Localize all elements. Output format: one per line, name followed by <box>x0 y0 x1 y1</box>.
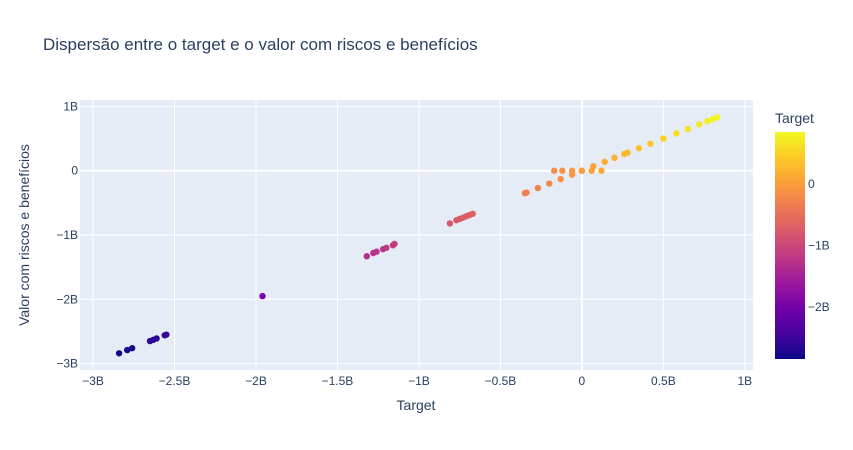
data-point <box>469 210 476 217</box>
x-tick-labels: −3B −2.5B −2B −1.5B −1B −0.5B 0 0.5B 1B <box>82 374 752 388</box>
data-point <box>550 167 558 174</box>
data-point <box>578 167 586 174</box>
data-point <box>588 167 595 174</box>
data-point <box>128 344 136 352</box>
data-point <box>559 167 566 174</box>
y-tick-label: −1B <box>56 228 78 242</box>
data-point <box>635 145 643 152</box>
y-tick-label: −3B <box>56 357 78 371</box>
colorbar-title: Target <box>775 110 814 126</box>
data-point <box>684 125 692 133</box>
y-tick-label: 0 <box>71 164 78 178</box>
x-tick-label: −3B <box>82 374 104 388</box>
y-tick-labels: 1B 0 −1B −2B −3B <box>56 99 78 370</box>
colorbar-tick-label: −2B <box>808 300 830 314</box>
data-point <box>624 149 631 156</box>
data-point <box>673 130 680 137</box>
data-point <box>611 154 618 162</box>
data-point <box>568 167 576 174</box>
x-tick-label: 0.5B <box>651 374 676 388</box>
data-point <box>446 220 454 227</box>
data-point <box>713 114 721 121</box>
data-point <box>391 240 398 248</box>
data-point <box>598 167 605 174</box>
x-tick-label: −0.5B <box>485 374 517 388</box>
y-tick-label: −2B <box>56 292 78 306</box>
data-points <box>115 114 721 357</box>
y-axis-label: Valor com riscos e benefícios <box>16 144 32 326</box>
chart-title: Dispersão entre o target e o valor com r… <box>43 35 478 54</box>
data-point <box>696 121 703 128</box>
data-point <box>523 189 530 196</box>
data-point <box>660 135 667 142</box>
colorbar-tick-label: −1B <box>808 239 830 253</box>
data-point <box>546 180 553 187</box>
x-axis-label: Target <box>397 397 436 413</box>
colorbar-tick-labels: 0 −1B −2B <box>808 177 830 314</box>
colorbar-tick-label: 0 <box>808 177 815 191</box>
x-tick-label: −1B <box>408 374 430 388</box>
data-point <box>709 116 716 123</box>
x-tick-label: −1.5B <box>322 374 354 388</box>
x-tick-label: −2B <box>245 374 267 388</box>
data-point <box>601 158 608 165</box>
colorbar <box>775 132 805 359</box>
data-point <box>363 253 370 260</box>
data-point <box>704 118 711 125</box>
data-point <box>534 184 542 192</box>
data-point <box>115 350 123 357</box>
data-point <box>557 175 564 183</box>
x-tick-label: 1B <box>738 374 753 388</box>
x-tick-label: 0 <box>579 374 586 388</box>
x-tick-label: −2.5B <box>159 374 191 388</box>
data-point <box>647 140 654 147</box>
y-tick-label: 1B <box>63 99 78 113</box>
data-point <box>383 244 390 252</box>
data-point <box>163 331 170 338</box>
data-point <box>259 292 266 300</box>
data-point <box>373 248 380 255</box>
data-point <box>153 335 160 342</box>
grid-lines <box>80 100 753 370</box>
data-point <box>124 346 131 354</box>
